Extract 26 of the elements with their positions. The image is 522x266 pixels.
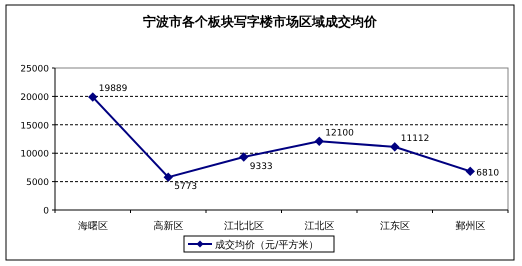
point [164, 172, 173, 182]
point [466, 166, 475, 176]
y-tick-label: 15000 [20, 121, 50, 132]
y-tick-label: 20000 [20, 92, 50, 103]
point [390, 142, 400, 152]
x-tick-label: 高新区 [153, 220, 184, 232]
x-tick-label: 江北区 [304, 220, 334, 232]
data-label: 9333 [250, 162, 273, 172]
y-tick-label: 5000 [26, 178, 50, 188]
y-tick-label: 0 [43, 206, 50, 216]
data-label: 6810 [476, 168, 500, 178]
x-tick-label: 海曙区 [78, 220, 108, 232]
data-label: 5773 [174, 182, 198, 192]
y-tick-label: 25000 [20, 64, 50, 74]
point [314, 136, 324, 146]
x-tick-label: 江北北区 [224, 220, 264, 232]
x-tick-label: 江东区 [380, 220, 410, 232]
data-label: 19889 [98, 84, 128, 94]
chart-title: 宁波市各个板块写字楼市场区域成交均价 [143, 14, 378, 30]
x-tick-label: 鄞州区 [455, 220, 486, 232]
legend-label: 成交均价（元/平方米） [215, 239, 318, 251]
y-tick-label: 10000 [20, 150, 50, 160]
data-label: 12100 [325, 128, 354, 138]
point [88, 92, 98, 102]
point [239, 152, 248, 162]
data-label: 11112 [400, 134, 430, 144]
